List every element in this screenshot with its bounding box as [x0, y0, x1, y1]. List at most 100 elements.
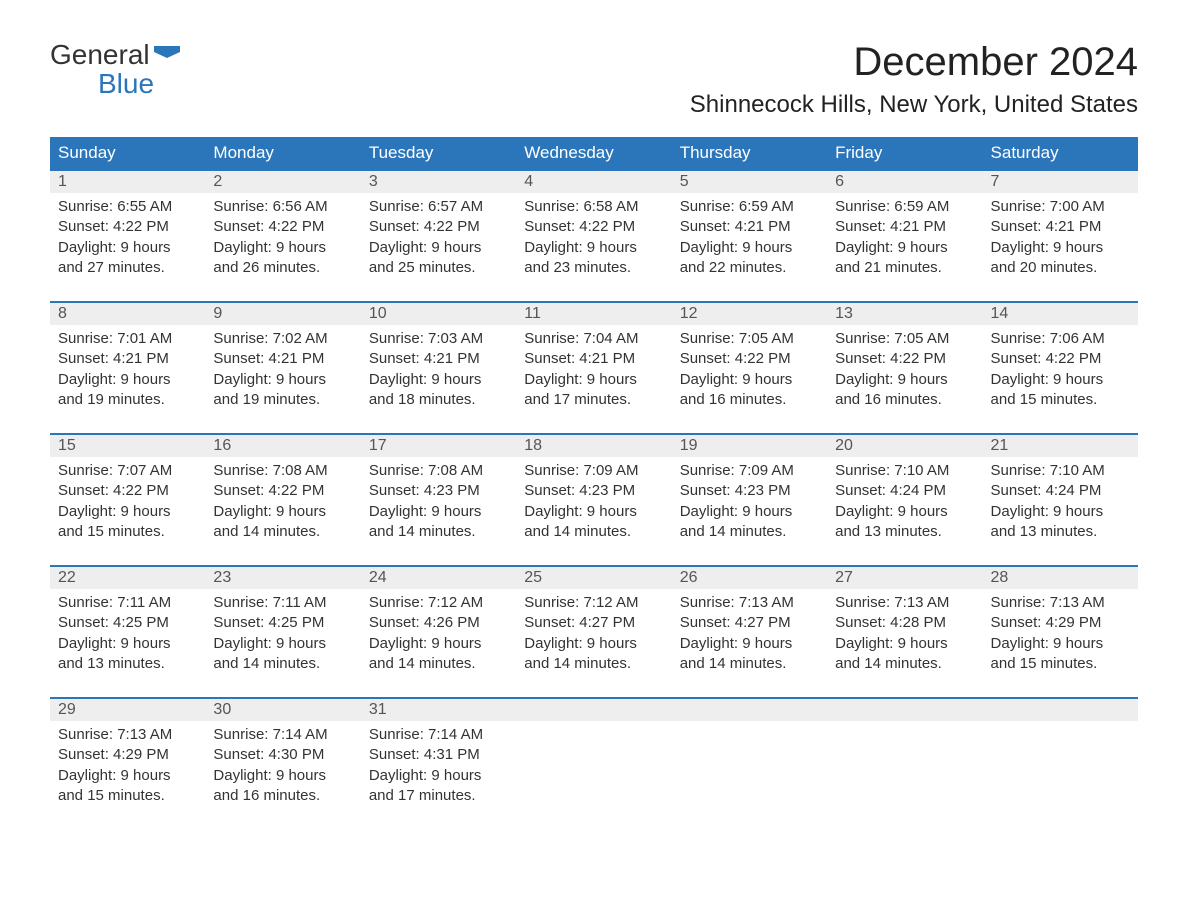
sunrise-line: Sunrise: 7:13 AM	[991, 593, 1130, 613]
day-content: Sunrise: 7:14 AMSunset: 4:30 PMDaylight:…	[205, 721, 360, 806]
daylight-line1: Daylight: 9 hours	[680, 238, 819, 258]
calendar-week-row: 29Sunrise: 7:13 AMSunset: 4:29 PMDayligh…	[50, 697, 1138, 829]
daylight-line2: and 17 minutes.	[524, 390, 663, 410]
daylight-line2: and 16 minutes.	[680, 390, 819, 410]
day-number: 1	[50, 171, 205, 193]
sunset-line: Sunset: 4:25 PM	[58, 613, 197, 633]
sunset-line: Sunset: 4:22 PM	[58, 481, 197, 501]
day-content: Sunrise: 7:12 AMSunset: 4:26 PMDaylight:…	[361, 589, 516, 674]
day-content: Sunrise: 7:11 AMSunset: 4:25 PMDaylight:…	[205, 589, 360, 674]
logo-line1: General	[50, 40, 180, 69]
daylight-line2: and 18 minutes.	[369, 390, 508, 410]
logo: General Blue	[50, 40, 180, 99]
calendar-day-cell: 17Sunrise: 7:08 AMSunset: 4:23 PMDayligh…	[361, 433, 516, 565]
day-content: Sunrise: 7:14 AMSunset: 4:31 PMDaylight:…	[361, 721, 516, 806]
sunrise-line: Sunrise: 7:13 AM	[680, 593, 819, 613]
sunrise-line: Sunrise: 7:04 AM	[524, 329, 663, 349]
daylight-line1: Daylight: 9 hours	[680, 370, 819, 390]
daylight-line1: Daylight: 9 hours	[213, 370, 352, 390]
daylight-line1: Daylight: 9 hours	[369, 502, 508, 522]
calendar-week-row: 1Sunrise: 6:55 AMSunset: 4:22 PMDaylight…	[50, 169, 1138, 301]
calendar-day-cell: 13Sunrise: 7:05 AMSunset: 4:22 PMDayligh…	[827, 301, 982, 433]
calendar-day-cell: 20Sunrise: 7:10 AMSunset: 4:24 PMDayligh…	[827, 433, 982, 565]
sunset-line: Sunset: 4:22 PM	[991, 349, 1130, 369]
calendar-day-cell: 6Sunrise: 6:59 AMSunset: 4:21 PMDaylight…	[827, 169, 982, 301]
day-number: 27	[827, 567, 982, 589]
daylight-line1: Daylight: 9 hours	[213, 238, 352, 258]
day-number: 13	[827, 303, 982, 325]
daylight-line2: and 26 minutes.	[213, 258, 352, 278]
daylight-line2: and 14 minutes.	[213, 522, 352, 542]
daylight-line2: and 22 minutes.	[680, 258, 819, 278]
calendar-day-cell: 19Sunrise: 7:09 AMSunset: 4:23 PMDayligh…	[672, 433, 827, 565]
day-number: 22	[50, 567, 205, 589]
header: General Blue December 2024 Shinnecock Hi…	[50, 40, 1138, 119]
day-number	[672, 699, 827, 721]
daylight-line1: Daylight: 9 hours	[524, 634, 663, 654]
day-number: 18	[516, 435, 671, 457]
day-content: Sunrise: 6:59 AMSunset: 4:21 PMDaylight:…	[827, 193, 982, 278]
daylight-line2: and 19 minutes.	[213, 390, 352, 410]
sunrise-line: Sunrise: 7:08 AM	[213, 461, 352, 481]
daylight-line1: Daylight: 9 hours	[213, 634, 352, 654]
day-content: Sunrise: 7:09 AMSunset: 4:23 PMDaylight:…	[516, 457, 671, 542]
day-content: Sunrise: 7:13 AMSunset: 4:29 PMDaylight:…	[50, 721, 205, 806]
day-content: Sunrise: 7:09 AMSunset: 4:23 PMDaylight:…	[672, 457, 827, 542]
daylight-line2: and 13 minutes.	[835, 522, 974, 542]
sunrise-line: Sunrise: 7:10 AM	[835, 461, 974, 481]
day-content: Sunrise: 7:03 AMSunset: 4:21 PMDaylight:…	[361, 325, 516, 410]
sunset-line: Sunset: 4:22 PM	[213, 217, 352, 237]
weekday-header: Friday	[827, 137, 982, 169]
daylight-line2: and 15 minutes.	[991, 390, 1130, 410]
daylight-line1: Daylight: 9 hours	[835, 502, 974, 522]
calendar-day-cell	[672, 697, 827, 829]
day-content: Sunrise: 6:55 AMSunset: 4:22 PMDaylight:…	[50, 193, 205, 278]
calendar-day-cell: 22Sunrise: 7:11 AMSunset: 4:25 PMDayligh…	[50, 565, 205, 697]
sunrise-line: Sunrise: 7:09 AM	[524, 461, 663, 481]
day-number: 9	[205, 303, 360, 325]
sunset-line: Sunset: 4:29 PM	[58, 745, 197, 765]
day-content: Sunrise: 7:05 AMSunset: 4:22 PMDaylight:…	[827, 325, 982, 410]
sunrise-line: Sunrise: 7:13 AM	[835, 593, 974, 613]
daylight-line1: Daylight: 9 hours	[369, 370, 508, 390]
sunrise-line: Sunrise: 7:05 AM	[835, 329, 974, 349]
day-content: Sunrise: 7:11 AMSunset: 4:25 PMDaylight:…	[50, 589, 205, 674]
daylight-line1: Daylight: 9 hours	[835, 238, 974, 258]
daylight-line2: and 14 minutes.	[369, 654, 508, 674]
day-content: Sunrise: 7:13 AMSunset: 4:27 PMDaylight:…	[672, 589, 827, 674]
day-number: 30	[205, 699, 360, 721]
day-number: 31	[361, 699, 516, 721]
calendar-day-cell: 5Sunrise: 6:59 AMSunset: 4:21 PMDaylight…	[672, 169, 827, 301]
sunset-line: Sunset: 4:23 PM	[369, 481, 508, 501]
day-content: Sunrise: 7:04 AMSunset: 4:21 PMDaylight:…	[516, 325, 671, 410]
day-content: Sunrise: 7:02 AMSunset: 4:21 PMDaylight:…	[205, 325, 360, 410]
day-content: Sunrise: 7:10 AMSunset: 4:24 PMDaylight:…	[983, 457, 1138, 542]
day-number: 8	[50, 303, 205, 325]
day-number: 10	[361, 303, 516, 325]
day-number: 3	[361, 171, 516, 193]
day-number: 16	[205, 435, 360, 457]
calendar-day-cell: 10Sunrise: 7:03 AMSunset: 4:21 PMDayligh…	[361, 301, 516, 433]
daylight-line1: Daylight: 9 hours	[991, 370, 1130, 390]
calendar-day-cell: 28Sunrise: 7:13 AMSunset: 4:29 PMDayligh…	[983, 565, 1138, 697]
calendar-day-cell: 27Sunrise: 7:13 AMSunset: 4:28 PMDayligh…	[827, 565, 982, 697]
day-number: 21	[983, 435, 1138, 457]
daylight-line1: Daylight: 9 hours	[213, 766, 352, 786]
day-content: Sunrise: 7:08 AMSunset: 4:22 PMDaylight:…	[205, 457, 360, 542]
daylight-line1: Daylight: 9 hours	[991, 238, 1130, 258]
calendar-day-cell: 11Sunrise: 7:04 AMSunset: 4:21 PMDayligh…	[516, 301, 671, 433]
sunset-line: Sunset: 4:22 PM	[369, 217, 508, 237]
calendar-table: Sunday Monday Tuesday Wednesday Thursday…	[50, 137, 1138, 829]
daylight-line2: and 23 minutes.	[524, 258, 663, 278]
sunset-line: Sunset: 4:23 PM	[524, 481, 663, 501]
sunset-line: Sunset: 4:29 PM	[991, 613, 1130, 633]
sunrise-line: Sunrise: 6:58 AM	[524, 197, 663, 217]
day-number: 7	[983, 171, 1138, 193]
month-title: December 2024	[690, 40, 1138, 85]
daylight-line2: and 27 minutes.	[58, 258, 197, 278]
daylight-line2: and 17 minutes.	[369, 786, 508, 806]
sunset-line: Sunset: 4:21 PM	[524, 349, 663, 369]
daylight-line1: Daylight: 9 hours	[369, 634, 508, 654]
day-number: 5	[672, 171, 827, 193]
weekday-header: Thursday	[672, 137, 827, 169]
